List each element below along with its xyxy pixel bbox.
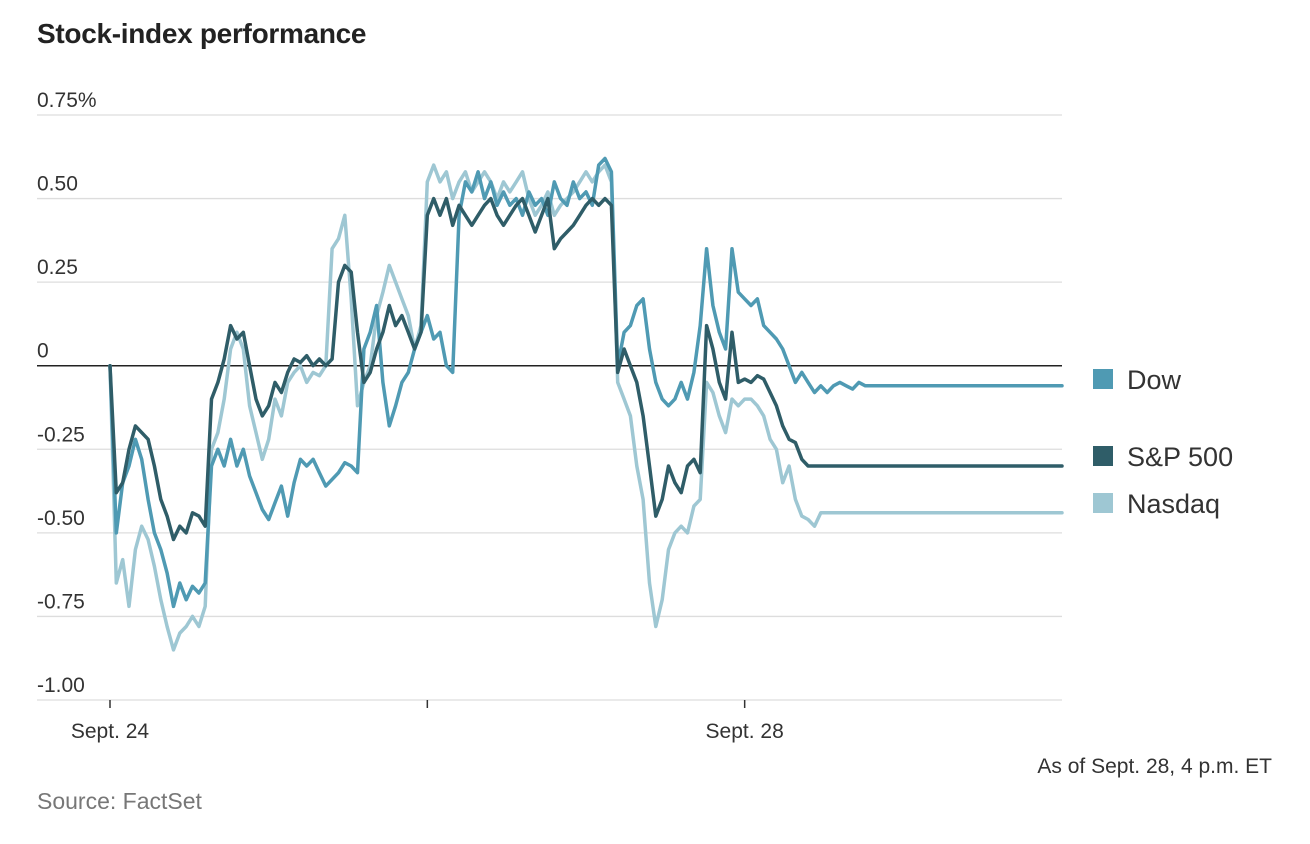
y-tick-label: -0.50 bbox=[37, 507, 85, 530]
timestamp-note: As of Sept. 28, 4 p.m. ET bbox=[1037, 755, 1272, 778]
series-line-dow bbox=[108, 156, 1064, 609]
series-line-nasdaq bbox=[108, 163, 1064, 652]
legend-swatch bbox=[1093, 446, 1113, 466]
chart-title: Stock-index performance bbox=[37, 18, 367, 49]
y-tick-label: 0.50 bbox=[37, 173, 78, 196]
legend-label: Nasdaq bbox=[1127, 489, 1220, 519]
series-line-s-p-500 bbox=[108, 196, 1064, 542]
legend-swatch bbox=[1093, 369, 1113, 389]
series-lines bbox=[108, 156, 1064, 652]
x-tick-label: Sept. 24 bbox=[71, 720, 150, 743]
y-tick-label: -0.25 bbox=[37, 423, 85, 446]
y-tick-label: 0 bbox=[37, 340, 49, 363]
x-axis: Sept. 24 Sept. 28 bbox=[71, 700, 784, 743]
y-tick-label: 0.75% bbox=[37, 89, 97, 112]
legend-label: Dow bbox=[1127, 365, 1182, 395]
legend-label: S&P 500 bbox=[1127, 442, 1233, 472]
y-axis: 0.75% 0.50 0.25 0 -0.25 -0.50 -0.75 -1.00 bbox=[37, 89, 97, 697]
x-tick-label: Sept. 28 bbox=[706, 720, 784, 743]
y-tick-label: 0.25 bbox=[37, 256, 78, 279]
y-tick-label: -0.75 bbox=[37, 590, 85, 613]
legend-swatch bbox=[1093, 493, 1113, 513]
source-note: Source: FactSet bbox=[37, 788, 202, 814]
y-tick-label: -1.00 bbox=[37, 674, 85, 697]
legend: Dow S&P 500 Nasdaq bbox=[1093, 365, 1233, 519]
